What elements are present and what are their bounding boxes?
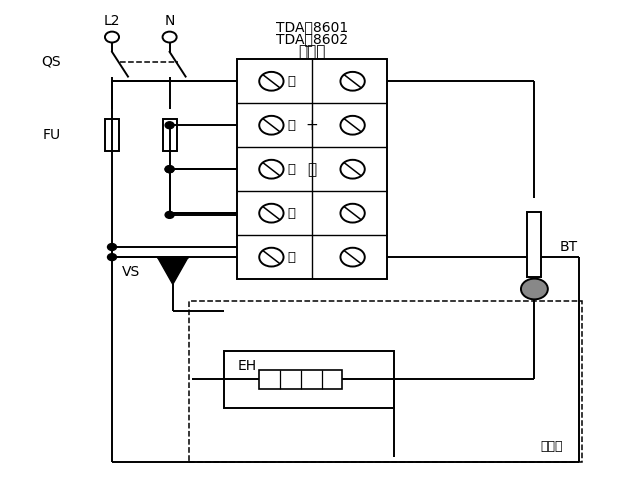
Circle shape: [108, 244, 116, 250]
Text: 相: 相: [287, 250, 296, 264]
Text: 总: 总: [287, 119, 296, 132]
Text: 高: 高: [287, 75, 296, 88]
Bar: [527, 212, 541, 277]
Text: L2: L2: [104, 14, 120, 28]
Circle shape: [165, 211, 174, 218]
Text: N: N: [164, 14, 175, 28]
Circle shape: [165, 166, 174, 173]
Text: 低: 低: [287, 163, 296, 176]
Bar: [105, 119, 119, 151]
Text: 控温控: 控温控: [541, 440, 563, 453]
Text: －: －: [307, 162, 317, 177]
Bar: [259, 370, 342, 388]
Text: 中: 中: [287, 206, 296, 220]
Text: FU: FU: [43, 127, 61, 142]
Text: TDA－8602: TDA－8602: [276, 33, 348, 46]
Circle shape: [521, 279, 548, 299]
Bar: [237, 59, 387, 279]
Text: TDA－8601: TDA－8601: [276, 20, 348, 34]
Polygon shape: [157, 257, 188, 285]
Text: VS: VS: [122, 265, 140, 279]
Bar: [189, 301, 582, 462]
Text: 接线板: 接线板: [298, 44, 326, 59]
Text: EH: EH: [238, 359, 257, 372]
Text: QS: QS: [41, 55, 61, 69]
Circle shape: [165, 166, 174, 173]
Text: +: +: [306, 118, 318, 133]
Bar: [163, 119, 177, 151]
Circle shape: [108, 254, 116, 261]
Bar: [224, 351, 394, 408]
Text: BT: BT: [560, 240, 578, 254]
Circle shape: [165, 122, 174, 129]
